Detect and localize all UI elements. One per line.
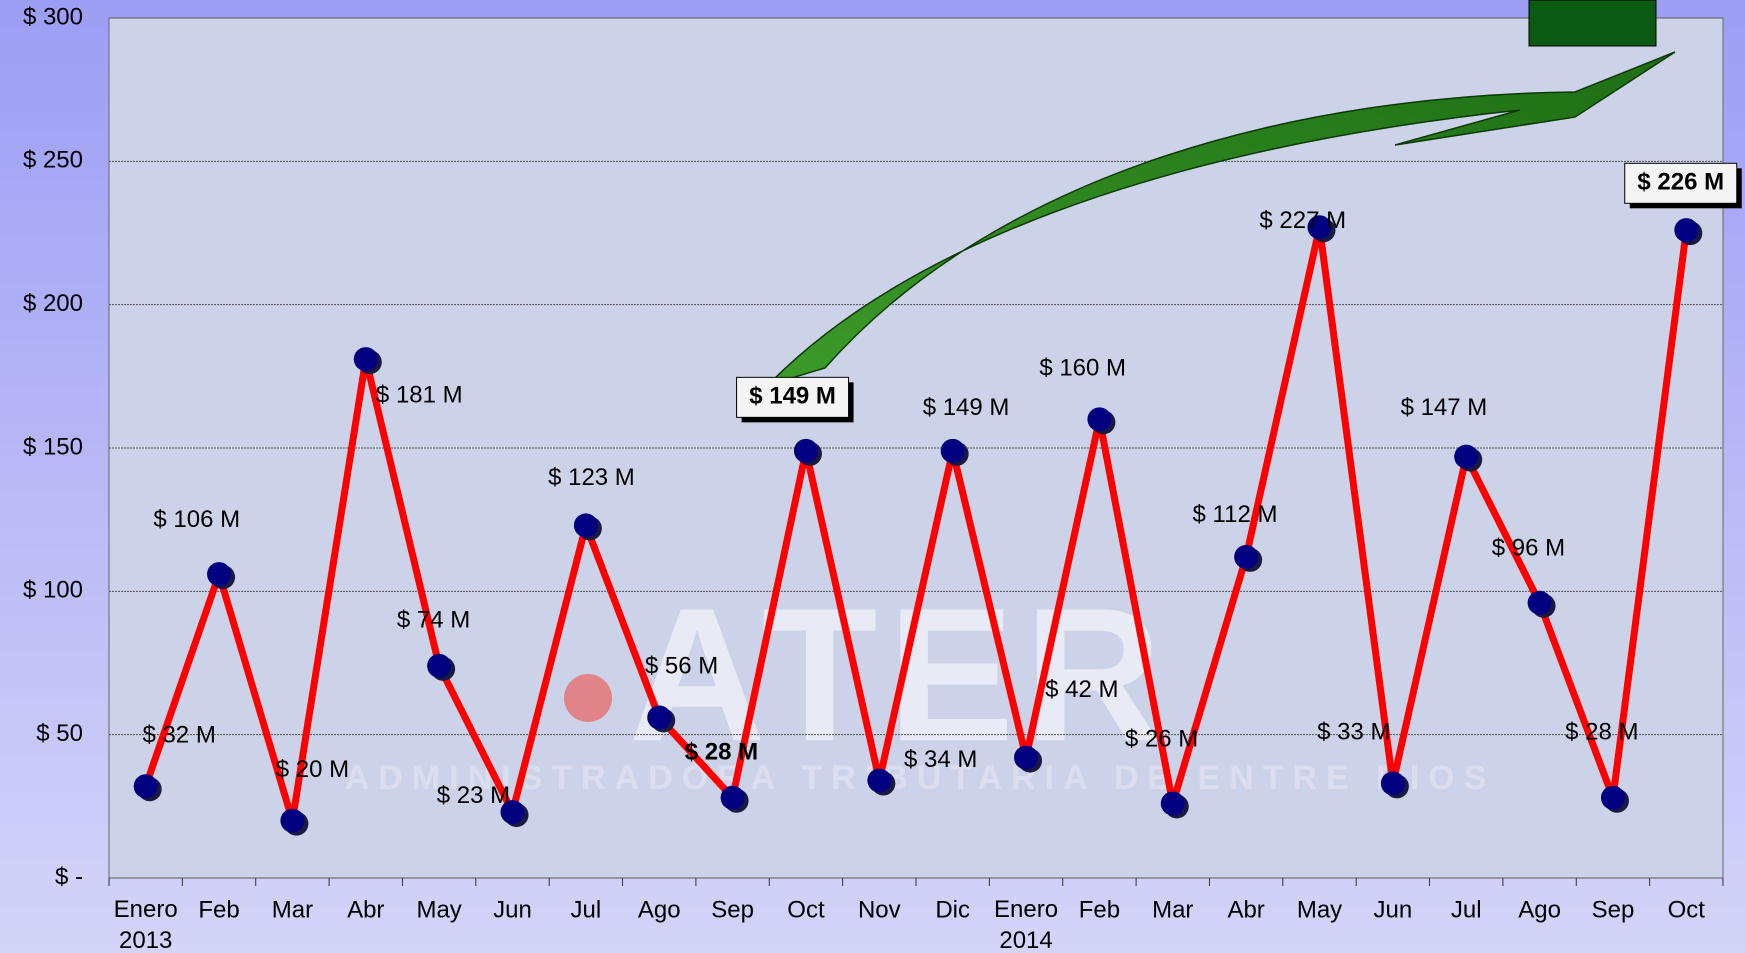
marker	[1527, 590, 1552, 615]
x-tick-label: Nov	[858, 896, 901, 923]
x-tick-label: Feb	[1079, 896, 1120, 923]
data-label: $ 96 M	[1492, 535, 1565, 562]
watermark-dot	[564, 674, 612, 722]
marker	[573, 513, 598, 538]
x-tick-label: Jul	[1451, 896, 1482, 923]
marker	[867, 768, 892, 793]
marker	[1454, 444, 1479, 469]
marker	[1014, 745, 1039, 770]
data-label: $ 33 M	[1317, 719, 1390, 746]
marker	[207, 562, 232, 587]
data-label: $ 28 M	[1565, 718, 1638, 745]
data-label: $ 160 M	[1039, 355, 1126, 382]
marker	[353, 347, 378, 372]
watermark-logo: ATER	[628, 569, 1171, 781]
x-tick-label: Sep	[1592, 896, 1635, 923]
series-line	[142, 223, 1690, 825]
data-label: $ 147 M	[1401, 394, 1488, 421]
marker	[793, 438, 818, 463]
watermark: ATER ADMINISTRADORA TRIBUTARIA DE ENTRE …	[345, 569, 1496, 797]
marker	[647, 705, 672, 730]
marker	[1087, 407, 1112, 432]
data-label: $ 123 M	[548, 464, 635, 491]
data-label: $ 23 M	[437, 782, 510, 809]
marker	[280, 808, 305, 833]
y-tick-label: $ 100	[23, 577, 83, 604]
data-label: $ 227 M	[1259, 207, 1346, 234]
marker	[1160, 791, 1185, 816]
x-tick-label: Jun	[493, 896, 532, 923]
x-tick-label: Enero 2013	[114, 896, 178, 953]
x-tick-label: Ago	[1518, 896, 1561, 923]
marker	[427, 653, 452, 678]
marker	[1234, 544, 1259, 569]
x-tick-label: Mar	[1152, 896, 1193, 923]
data-label: $ 32 M	[142, 721, 215, 748]
x-tick-label: Abr	[1227, 896, 1264, 923]
data-label: $ 56 M	[645, 653, 718, 680]
x-tick-label: May	[1297, 896, 1342, 923]
marker	[1307, 215, 1332, 240]
label-box	[736, 376, 850, 418]
x-tick-label: Oct	[787, 896, 825, 923]
data-label: $ 74 M	[397, 607, 470, 634]
x-tick-label: May	[416, 896, 461, 923]
data-label: $ 26 M	[1125, 725, 1198, 752]
marker	[1674, 218, 1699, 243]
marker	[500, 800, 525, 825]
x-tick-label: Oct	[1668, 896, 1706, 923]
x-tick-label: Jul	[571, 896, 602, 923]
x-tick-label: Dic	[935, 896, 970, 923]
watermark-text: ADMINISTRADORA TRIBUTARIA DE ENTRE RIOS	[345, 759, 1496, 797]
x-tick-label: Ago	[638, 896, 681, 923]
marker	[940, 438, 965, 463]
x-tick-label: Feb	[198, 896, 239, 923]
marker	[1380, 771, 1405, 796]
data-label: $ 34 M	[904, 746, 977, 773]
data-label: $ 112 M	[1193, 501, 1278, 528]
x-tick-label: Enero 2014	[994, 896, 1058, 953]
marker	[720, 785, 745, 810]
y-tick-label: $ 200	[23, 290, 83, 317]
x-tick-label: Abr	[347, 896, 384, 923]
marker	[133, 774, 158, 799]
x-tick-label: Sep	[711, 896, 754, 923]
data-label: $ 181 M	[376, 381, 463, 408]
y-tick-label: $ -	[55, 863, 83, 890]
data-label: $ 226 M	[1637, 169, 1724, 196]
y-tick-label: $ 250	[23, 147, 83, 174]
x-tick-label: Jun	[1374, 896, 1413, 923]
y-tick-label: $ 150	[23, 433, 83, 460]
y-tick-label: $ 300	[23, 3, 83, 30]
arrow	[765, 51, 1676, 387]
x-tick-label: Mar	[272, 896, 313, 923]
data-label: $ 42 M	[1045, 676, 1118, 703]
marker	[1600, 785, 1625, 810]
data-label: $ 20 M	[276, 756, 349, 783]
data-label: $ 28 M	[685, 738, 758, 765]
data-label: $ 149 M	[923, 394, 1010, 421]
data-label: $ 149 M	[749, 383, 836, 410]
green-box	[1528, 0, 1657, 47]
label-box	[1624, 162, 1738, 204]
data-label: $ 106 M	[153, 506, 240, 533]
y-tick-label: $ 50	[36, 720, 83, 747]
